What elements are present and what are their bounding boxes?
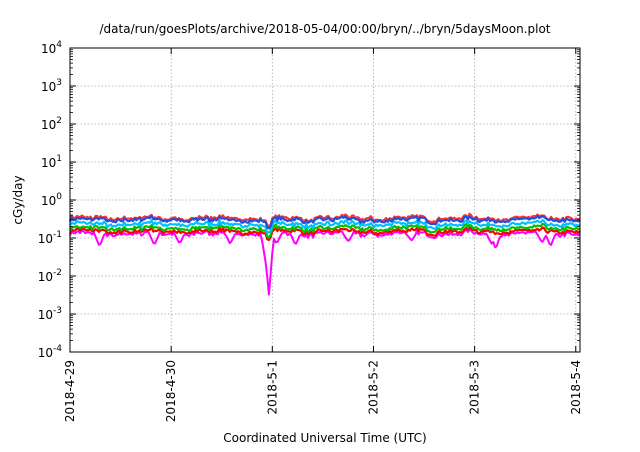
x-tick-label: 2018-5-1 xyxy=(265,360,279,414)
x-axis-label: Coordinated Universal Time (UTC) xyxy=(223,431,426,445)
series-layer xyxy=(68,212,581,296)
x-tick-label: 2018-4-30 xyxy=(164,360,178,422)
y-tick-label: 102 xyxy=(41,116,62,132)
x-tick-label: 2018-5-4 xyxy=(569,360,583,414)
series-line xyxy=(69,228,581,296)
y-tick-label: 104 xyxy=(41,40,62,56)
y-axis-label: cGy/day xyxy=(11,175,25,224)
y-tick-label: 101 xyxy=(41,154,62,170)
plot-frame xyxy=(69,47,581,353)
x-tick-label: 2018-5-3 xyxy=(468,360,482,414)
y-axis: 10-4 10-3 10-2 10-1 100 101 102 103 104 xyxy=(38,40,580,360)
y-tick-label: 10-2 xyxy=(38,268,62,284)
y-tick-label: 100 xyxy=(41,192,62,208)
y-tick-label: 10-3 xyxy=(38,306,62,322)
y-tick-label: 10-1 xyxy=(38,230,62,246)
series-line xyxy=(68,226,581,242)
series-line xyxy=(68,214,581,230)
y-tick-label: 10-4 xyxy=(38,344,63,360)
chart-title: /data/run/goesPlots/archive/2018-05-04/0… xyxy=(100,22,551,36)
x-axis: 2018-4-29 2018-4-30 2018-5-1 2018-5-2 2018-5… xyxy=(63,48,583,422)
series-line xyxy=(68,222,581,239)
x-tick-label: 2018-4-29 xyxy=(63,360,77,422)
series-line xyxy=(69,218,581,234)
x-tick-label: 2018-5-2 xyxy=(366,360,380,414)
grid-layer xyxy=(69,48,580,352)
y-tick-label: 103 xyxy=(41,78,62,94)
